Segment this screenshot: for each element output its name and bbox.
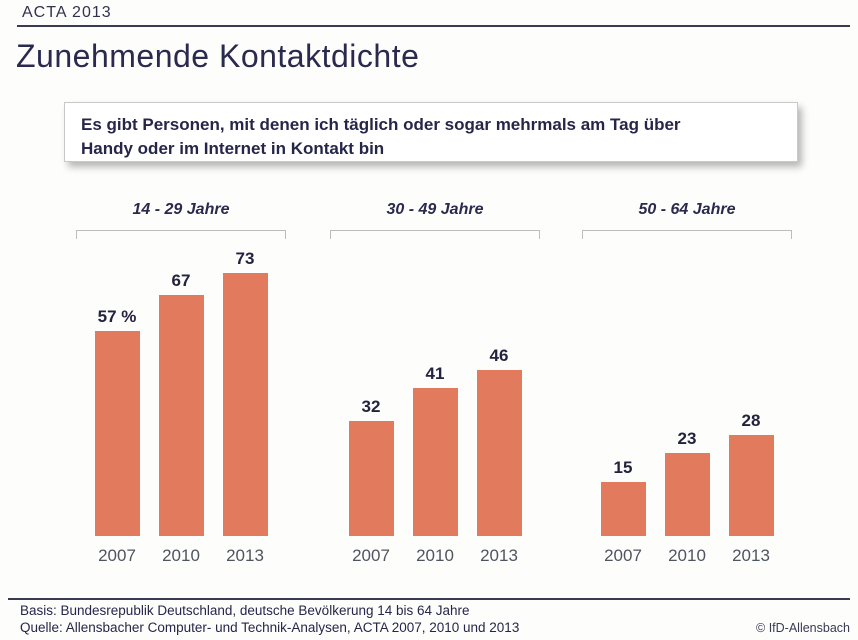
age-group-label: 50 - 64 Jahre: [638, 201, 736, 218]
footer-quelle: Quelle: Allensbacher Computer- und Techn…: [20, 620, 520, 635]
bar: [348, 421, 394, 536]
bar: [728, 435, 774, 536]
bar-chart: 14 - 29 Jahre 57 % 2007 67 2010 73 2013 30 - 49…: [0, 200, 858, 570]
year-label: 2010: [668, 546, 706, 565]
age-group: 14 - 29 Jahre 57 % 2007 67 2010 73 2013: [76, 200, 286, 568]
footer-basis: Basis: Bundesrepublik Deutschland, deuts…: [20, 603, 470, 618]
bar-column: 28 2013: [728, 411, 774, 568]
bar: [600, 482, 646, 536]
bar-column: 15 2007: [600, 458, 646, 568]
bar: [222, 273, 268, 536]
value-label: 57 %: [97, 307, 137, 326]
year-label: 2007: [352, 546, 390, 565]
footer-copyright: © IfD-Allensbach: [756, 621, 850, 635]
value-label: 46: [489, 346, 509, 365]
page-title: Zunehmende Kontaktdichte: [16, 38, 420, 74]
bar-column: 67 2010: [158, 271, 204, 568]
age-group: 50 - 64 Jahre 15 2007 23 2010 28 2013: [582, 200, 792, 568]
value-label: 23: [677, 429, 697, 448]
year-label: 2007: [604, 546, 642, 565]
age-group: 30 - 49 Jahre 32 2007 41 2010 46 2013: [330, 200, 540, 568]
bar-row: 15 2007 23 2010 28 2013: [582, 239, 792, 568]
value-label: 41: [425, 364, 445, 383]
value-label: 73: [235, 249, 255, 268]
bar: [664, 453, 710, 536]
value-label: 32: [361, 397, 381, 416]
statement-line-2: Handy oder im Internet in Kontakt bin: [81, 139, 385, 158]
header-divider: [17, 25, 850, 27]
group-bracket: [582, 230, 792, 239]
bar-column: 73 2013: [222, 249, 268, 568]
value-label: 67: [171, 271, 191, 290]
bar-column: 46 2013: [476, 346, 522, 568]
bar-column: 32 2007: [348, 397, 394, 568]
age-group-label: 30 - 49 Jahre: [386, 201, 484, 218]
bar-row: 57 % 2007 67 2010 73 2013: [76, 239, 286, 568]
bar-column: 41 2010: [412, 364, 458, 568]
bar: [412, 388, 458, 536]
value-label: 15: [613, 458, 633, 477]
report-name: ACTA 2013: [22, 4, 112, 21]
bar: [94, 331, 140, 536]
bar-column: 57 % 2007: [94, 307, 140, 568]
year-label: 2010: [416, 546, 454, 565]
statement-box: Es gibt Personen, mit denen ich täglich …: [64, 102, 798, 162]
bar-row: 32 2007 41 2010 46 2013: [330, 239, 540, 568]
age-group-label: 14 - 29 Jahre: [132, 201, 230, 218]
value-label: 28: [741, 411, 761, 430]
bar: [158, 295, 204, 536]
footer-divider: [8, 598, 850, 600]
year-label: 2007: [98, 546, 136, 565]
bar: [476, 370, 522, 536]
year-label: 2013: [732, 546, 770, 565]
group-bracket: [76, 230, 286, 239]
year-label: 2013: [480, 546, 518, 565]
year-label: 2010: [162, 546, 200, 565]
statement-line-1: Es gibt Personen, mit denen ich täglich …: [81, 115, 681, 134]
year-label: 2013: [226, 546, 264, 565]
bar-column: 23 2010: [664, 429, 710, 568]
group-bracket: [330, 230, 540, 239]
